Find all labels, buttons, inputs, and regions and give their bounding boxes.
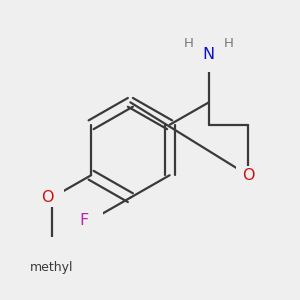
FancyBboxPatch shape [32,237,71,265]
Text: O: O [41,190,53,205]
FancyBboxPatch shape [40,188,64,207]
Text: N: N [203,47,215,62]
FancyBboxPatch shape [79,211,103,230]
Text: H: H [184,37,194,50]
Text: H: H [224,37,234,50]
FancyBboxPatch shape [197,54,221,73]
Text: O: O [242,168,254,183]
FancyBboxPatch shape [236,166,260,185]
Text: F: F [80,213,89,228]
Text: methyl: methyl [30,261,74,274]
